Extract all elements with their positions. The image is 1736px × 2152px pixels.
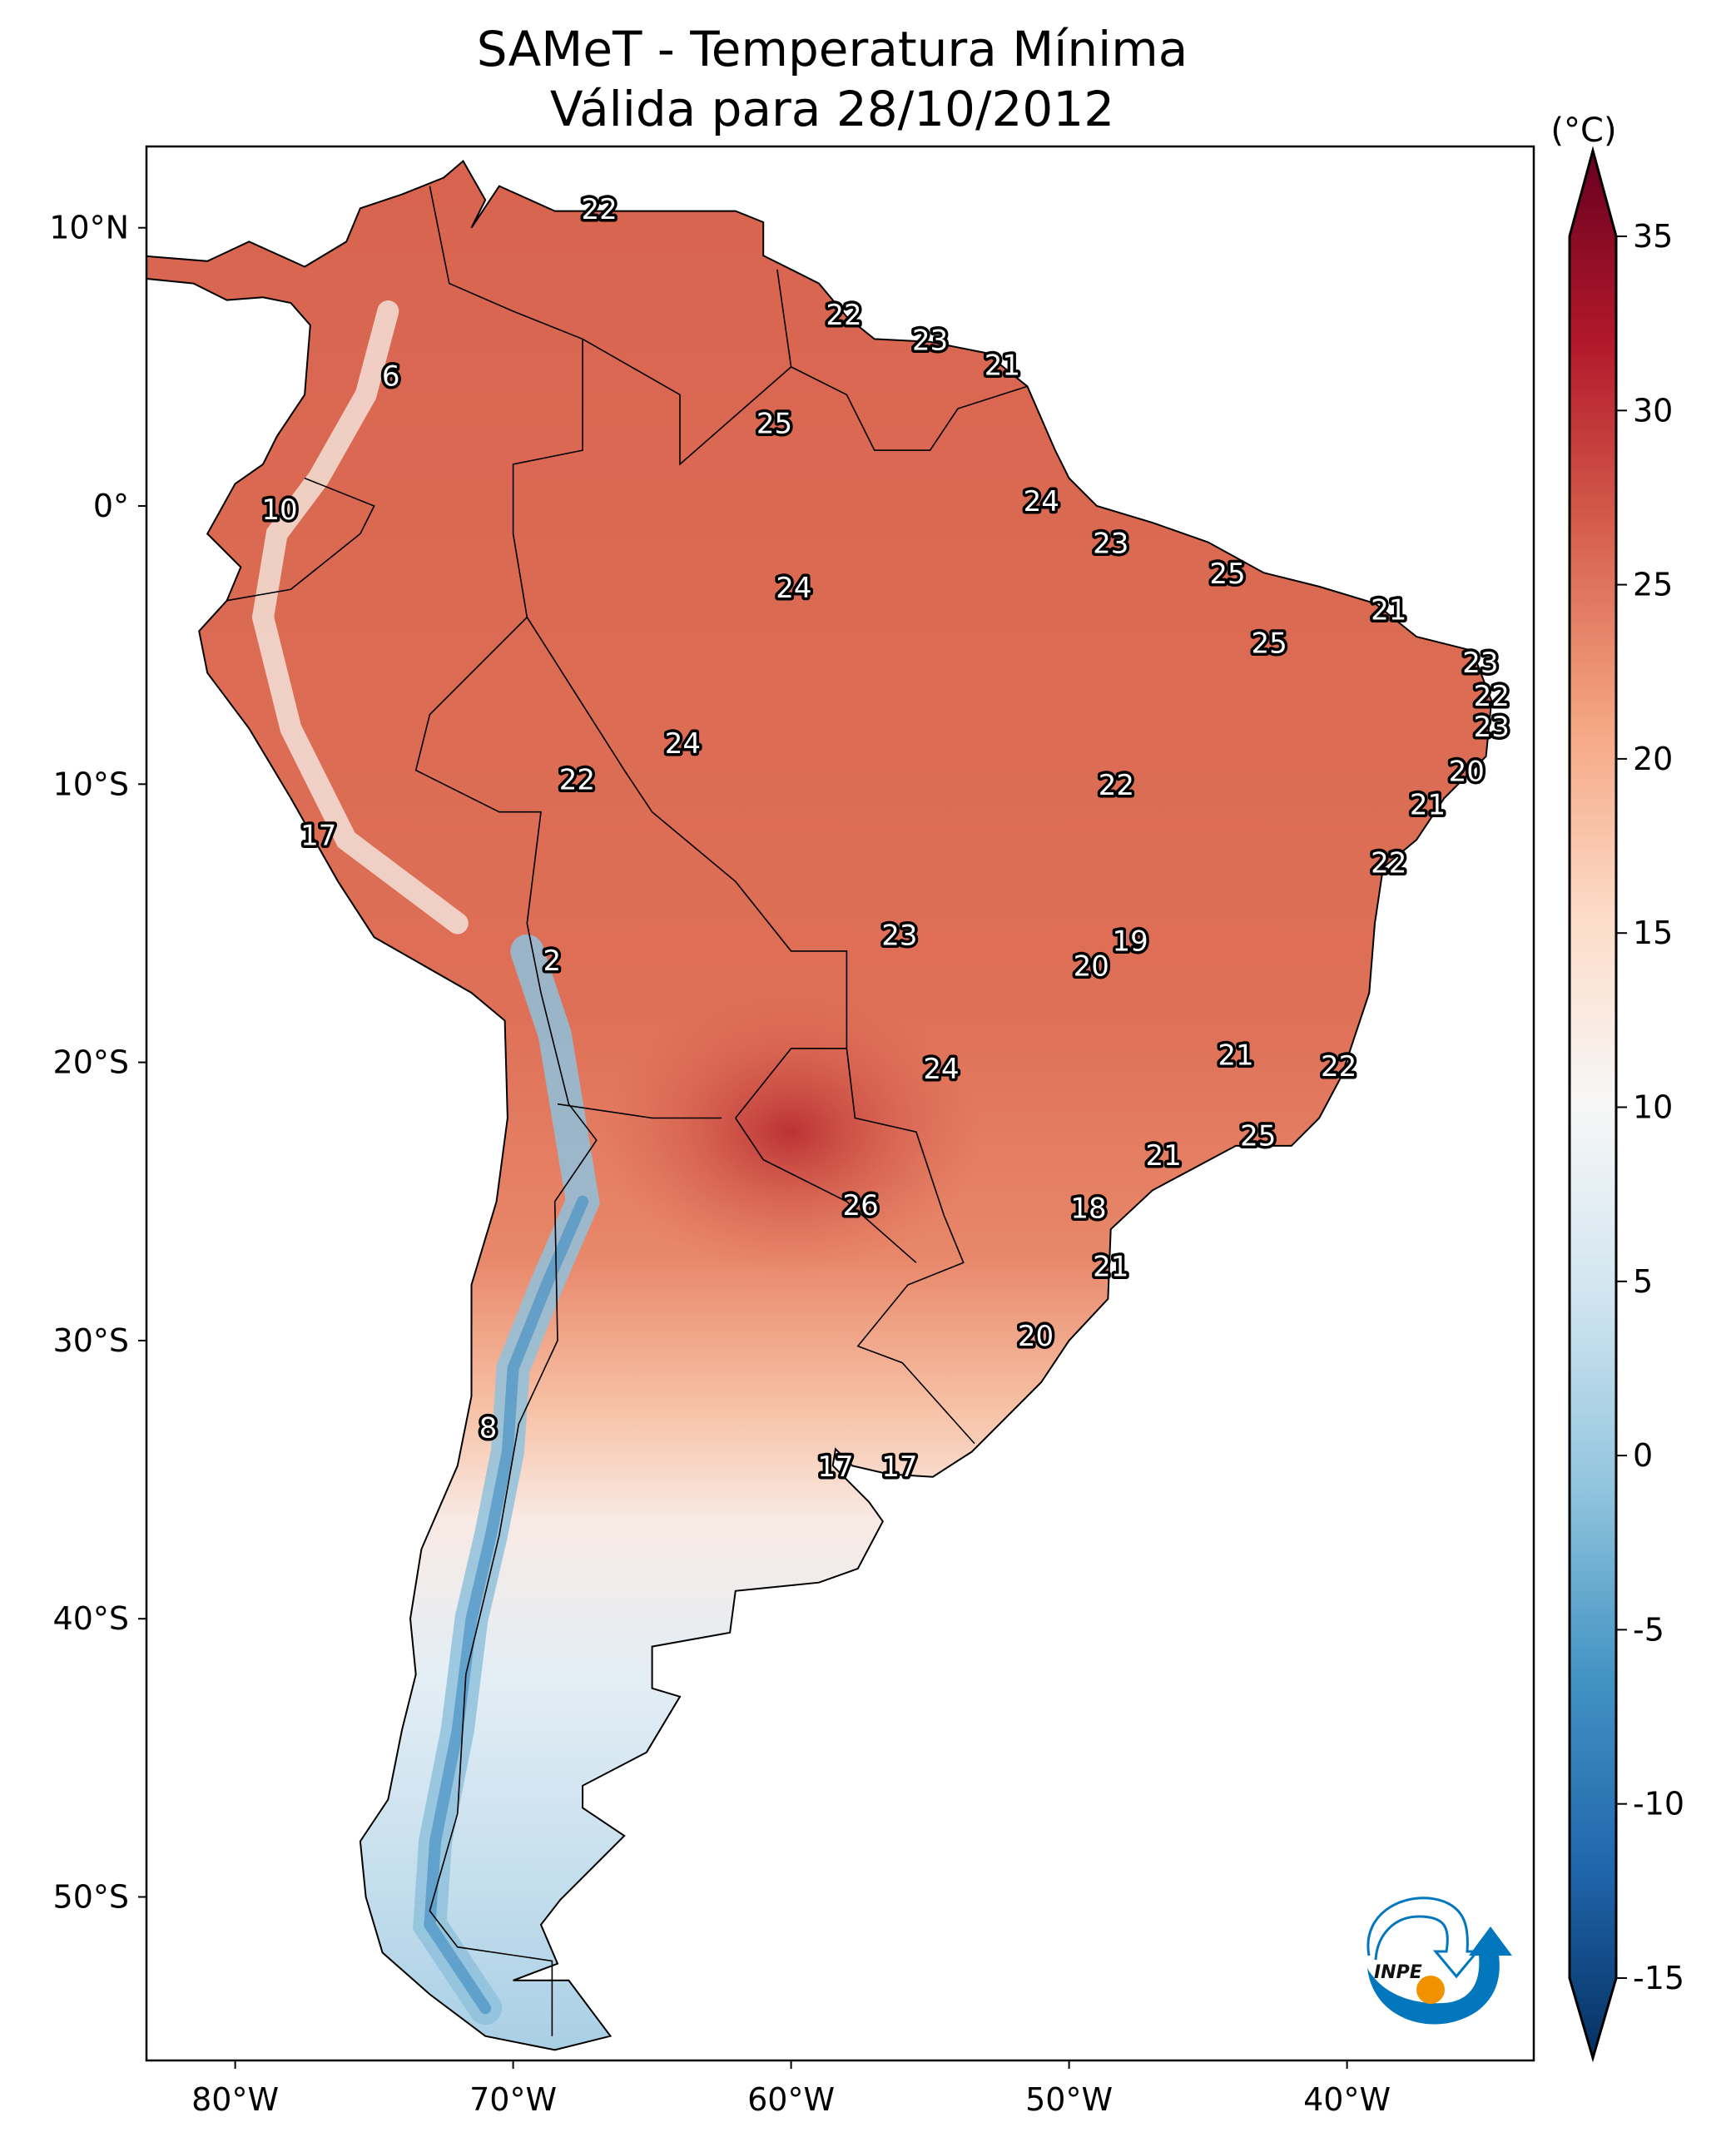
country-border (414, 186, 598, 2036)
andes-cold-core (424, 1195, 589, 2015)
lon-tick-label: 40°W (1303, 2081, 1391, 2118)
station-temperature-label: 25 (1209, 558, 1245, 591)
lon-tick-label: 60°W (747, 2081, 835, 2118)
station-temperature-label: 25 (1251, 627, 1287, 661)
station-temperature-label: 23 (1474, 711, 1510, 744)
country-border (226, 477, 375, 602)
station-temperature-label: 21 (1093, 1250, 1128, 1283)
colorbar-gradient (1568, 146, 1618, 2063)
lat-tick-label: 50°S (53, 1879, 129, 1916)
colorbar-tick-label: 15 (1633, 915, 1673, 951)
lon-tick-label: 80°W (191, 2081, 279, 2118)
colorbar-tick-label: -5 (1633, 1611, 1664, 1648)
country-border (735, 1048, 847, 1118)
station-temperature-label: 23 (1093, 527, 1128, 560)
colorbar-tick-label: 20 (1633, 741, 1673, 777)
lat-tick-label: 30°S (53, 1322, 129, 1359)
country-border (526, 617, 975, 1445)
station-temperature-label: 22 (1321, 1050, 1357, 1083)
station-temperature-label: 21 (1218, 1039, 1253, 1072)
station-temperature-label: 22 (1099, 769, 1134, 802)
colorbar-tick-label: -15 (1633, 1960, 1684, 1996)
station-temperature-label: 22 (1371, 847, 1406, 880)
station-temperature-label: 23 (1462, 647, 1498, 680)
station-temperature-label: 6 (382, 360, 400, 394)
station-temperature-label: 17 (881, 1450, 917, 1484)
lat-tick-label: 20°S (53, 1044, 129, 1081)
lat-tick-label: 0° (93, 488, 129, 524)
station-temperature-label: 25 (1240, 1119, 1276, 1153)
colorbar-tick-label: 0 (1633, 1437, 1653, 1474)
station-temperature-label: 24 (1024, 485, 1059, 518)
logo-text: INPE (1374, 1962, 1422, 1983)
station-temperature-label: 24 (776, 572, 811, 605)
longitude-axis: 80°W 70°W 60°W 50°W 40°W (191, 2060, 1391, 2118)
station-temperature-label: 22 (559, 763, 595, 796)
lat-tick-label: 10°S (53, 766, 129, 802)
colorbar-tick-label: 30 (1633, 392, 1673, 429)
lat-tick-label: 10°N (49, 210, 129, 246)
station-temperature-label: 17 (817, 1450, 853, 1484)
lon-tick-label: 50°W (1025, 2081, 1113, 2118)
country-border (735, 1118, 917, 1263)
title-line-2: Válida para 28/10/2012 (550, 81, 1114, 137)
station-temperature-label: 21 (985, 349, 1020, 382)
colorbar-tick-label: 10 (1633, 1089, 1673, 1126)
country-border (557, 1103, 722, 1119)
station-temperature-label: 22 (826, 299, 861, 332)
country-borders (226, 186, 1028, 2036)
station-temperature-label: 23 (912, 324, 948, 357)
station-temperature-label: 17 (300, 819, 336, 852)
colorbar: 35 30 25 20 15 10 5 0 -5 -10 -15 (°C) (1550, 112, 1684, 2063)
station-temperature-label: 21 (1146, 1139, 1182, 1173)
northern-andes-cool-band (251, 300, 469, 935)
station-temperature-label: 20 (1074, 950, 1109, 983)
station-temperature-label: 2 (543, 945, 562, 978)
station-temperature-label: 21 (1371, 594, 1406, 627)
inpe-logo: INPE (1366, 1897, 1512, 2025)
station-temperature-label: 25 (756, 408, 792, 441)
colorbar-tick-label: -10 (1633, 1786, 1684, 1822)
colorbar-tick-label: 35 (1633, 218, 1673, 255)
station-temperature-label: 24 (665, 727, 701, 761)
lat-tick-label: 40°S (53, 1600, 129, 1637)
station-temperature-label: 21 (1410, 789, 1446, 822)
station-temperature-label: 10 (261, 493, 297, 527)
logo-sun (1416, 1976, 1445, 2004)
lon-tick-label: 70°W (469, 2081, 557, 2118)
latitude-axis: 10°N 0° 10°S 20°S 30°S 40°S 50°S (49, 210, 146, 1916)
station-temperature-label: 22 (582, 193, 618, 226)
station-temperature-label: 19 (1112, 925, 1148, 958)
station-temperature-label: 26 (842, 1189, 878, 1222)
colorbar-tick-label: 5 (1633, 1263, 1653, 1300)
station-temperature-label: 24 (923, 1053, 959, 1086)
title-line-1: SAMeT - Temperatura Mínima (477, 21, 1188, 77)
station-temperature-label: 22 (1474, 680, 1510, 713)
station-temperature-label: 20 (1018, 1320, 1054, 1353)
station-temperature-label: 18 (1070, 1192, 1106, 1225)
colorbar-unit-label: (°C) (1550, 112, 1616, 150)
station-temperature-label: 20 (1449, 755, 1485, 788)
station-temperature-label: 8 (479, 1411, 498, 1445)
warm-anomaly-paraguay (599, 990, 982, 1273)
country-border (791, 366, 1028, 451)
map-frame (145, 145, 1535, 2062)
colorbar-tick-label: 25 (1633, 567, 1673, 603)
country-border (582, 269, 792, 466)
station-temperature-label: 23 (881, 920, 917, 953)
logo-swoosh (1367, 1926, 1512, 2025)
